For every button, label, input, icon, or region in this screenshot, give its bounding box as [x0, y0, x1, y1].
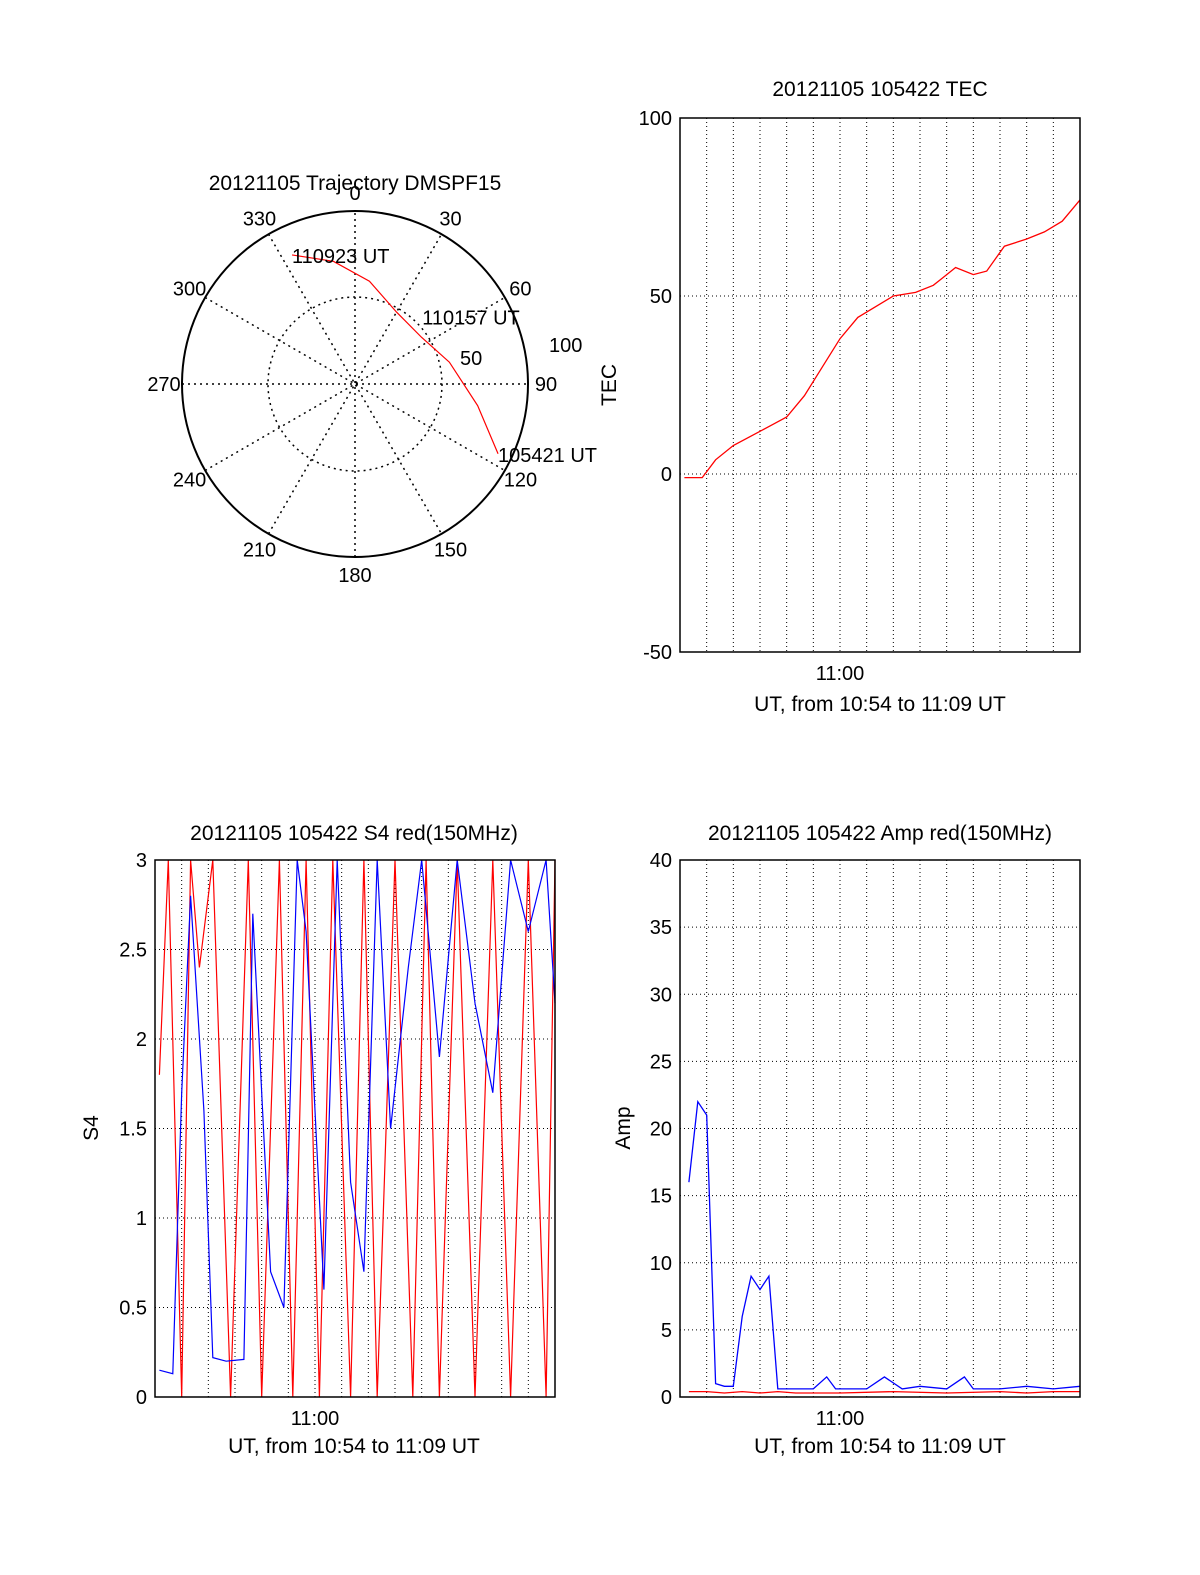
amp-plot-frame [679, 859, 1081, 1398]
azimuth-label: 30 [439, 209, 461, 231]
radial-label-100: 100 [549, 335, 582, 357]
s4-plot-frame [154, 859, 556, 1398]
y-tick-label: 35 [650, 917, 672, 939]
azimuth-label: 90 [535, 374, 557, 396]
azimuth-label: 150 [434, 539, 467, 561]
y-tick-label: 5 [661, 1320, 672, 1342]
tec-grid [680, 118, 1080, 652]
tec-ylabel: TEC [598, 364, 621, 406]
polar-spoke [204, 296, 506, 472]
y-tick-label: 3 [136, 850, 147, 872]
y-tick-label: 0.5 [119, 1298, 147, 1320]
y-tick-label: 25 [650, 1051, 672, 1073]
s4-title: 20121105 105422 S4 red(150MHz) [190, 822, 518, 845]
azimuth-label: 210 [243, 539, 276, 561]
polar-spoke [204, 296, 506, 472]
azimuth-label: 60 [509, 279, 531, 301]
y-tick-label: 50 [650, 286, 672, 308]
s4-x-ticks: 11:00 [291, 1408, 340, 1430]
amp-grid [680, 860, 1080, 1397]
trajectory-time-label: 110157 UT [422, 308, 519, 330]
x-tick-label: 11:00 [816, 663, 865, 685]
trajectory-track [291, 254, 499, 455]
trajectory-annotations: 110923 UT 110157 UT 105421 UT [292, 246, 597, 467]
y-tick-label: 10 [650, 1253, 672, 1275]
tec-x-ticks: 11:00 [816, 663, 865, 685]
y-tick-label: 40 [650, 850, 672, 872]
amp-blue-series [688, 1099, 1081, 1390]
amp-red-series [688, 1390, 1080, 1394]
tec-title: 20121105 105422 TEC [772, 78, 987, 101]
radial-label-50: 50 [460, 348, 482, 370]
polar-ring-50 [267, 296, 443, 472]
trajectory-time-label: 105421 UT [498, 445, 597, 467]
y-tick-label: -50 [643, 642, 672, 664]
azimuth-label: 270 [147, 374, 180, 396]
tec-xlabel: UT, from 10:54 to 11:09 UT [754, 693, 1006, 716]
amp-ylabel: Amp [612, 1106, 635, 1149]
polar-spokes [182, 211, 528, 557]
y-tick-label: 0 [661, 464, 672, 486]
y-tick-label: 15 [650, 1186, 672, 1208]
s4-panel: 20121105 105422 S4 red(150MHz) 3 2.5 2 1.5 1… [80, 822, 556, 1458]
amp-x-ticks: 11:00 [816, 1408, 865, 1430]
x-tick-label: 11:00 [291, 1408, 340, 1430]
amp-title: 20121105 105422 Amp red(150MHz) [708, 822, 1052, 845]
x-tick-label: 11:00 [816, 1408, 865, 1430]
y-tick-label: 1 [136, 1208, 147, 1230]
azimuth-label: 240 [173, 470, 206, 492]
tec-series-line [684, 199, 1081, 479]
trajectory-panel: 20121105 Trajectory DMSPF15 0 30 60 90 120 15… [147, 172, 597, 587]
tec-plot-frame [679, 117, 1081, 653]
amp-y-ticks: 40 35 30 25 20 15 10 5 0 [650, 850, 672, 1409]
amp-panel: 20121105 105422 Amp red(150MHz) 40 35 30 25… [612, 822, 1081, 1458]
y-tick-label: 2 [136, 1029, 147, 1051]
s4-red-series [158, 859, 556, 1398]
polar-spoke [267, 233, 443, 535]
s4-y-ticks: 3 2.5 2 1.5 1 0.5 0 [119, 850, 147, 1409]
azimuth-label: 180 [338, 565, 371, 587]
y-tick-label: 0 [661, 1387, 672, 1409]
tec-y-ticks: 100 50 0 -50 [639, 108, 672, 664]
polar-azimuth-labels: 0 30 60 90 120 150 180 210 240 270 300 330 [147, 183, 557, 587]
y-tick-label: 100 [639, 108, 672, 130]
y-tick-label: 30 [650, 984, 672, 1006]
y-tick-label: 0 [136, 1387, 147, 1409]
s4-ylabel: S4 [80, 1115, 103, 1141]
azimuth-label: 0 [349, 183, 360, 205]
azimuth-label: 300 [173, 279, 206, 301]
trajectory-time-label: 110923 UT [292, 246, 389, 268]
s4-xlabel: UT, from 10:54 to 11:09 UT [228, 1435, 480, 1458]
trajectory-title: 20121105 Trajectory DMSPF15 [209, 172, 502, 195]
azimuth-label: 120 [504, 470, 537, 492]
amp-xlabel: UT, from 10:54 to 11:09 UT [754, 1435, 1006, 1458]
y-tick-label: 20 [650, 1119, 672, 1141]
polar-spoke [267, 233, 443, 535]
y-tick-label: 2.5 [119, 940, 147, 962]
azimuth-label: 330 [243, 209, 276, 231]
y-tick-label: 1.5 [119, 1119, 147, 1141]
